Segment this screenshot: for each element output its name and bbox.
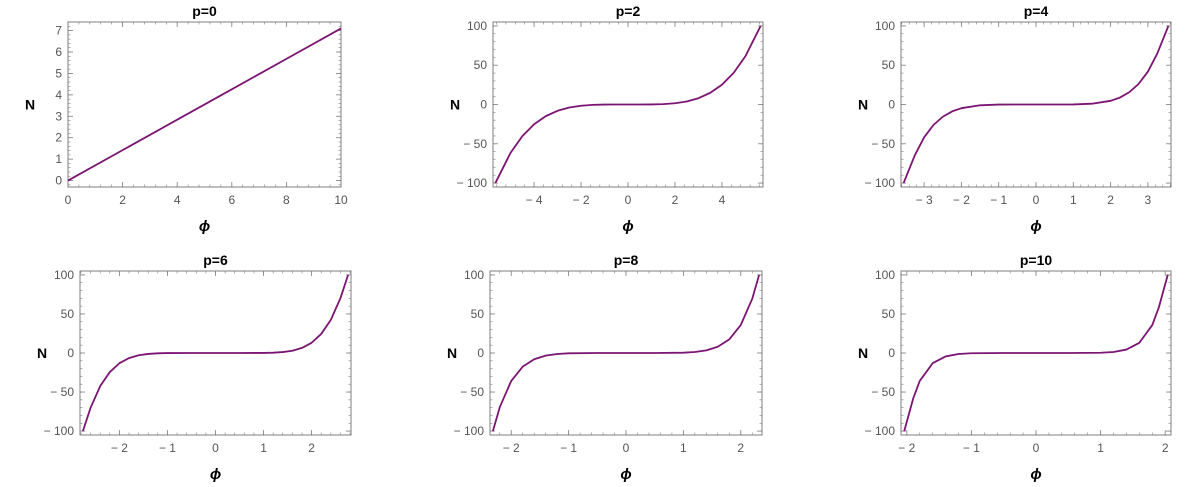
x-tick-label: 2 [1107, 193, 1114, 207]
panel-6: − 2 − 1 0 1 2 − 100 − 50 0 50 100 p=10 Nϕ [858, 252, 1172, 483]
y-tick-label: 100 [54, 268, 74, 282]
x-tick-label: 2 [1162, 441, 1169, 455]
x-axis-label: ϕ [1030, 466, 1041, 483]
y-tick-label: 1 [55, 152, 62, 166]
y-tick-label: − 100 [865, 176, 896, 190]
y-tick-label: 0 [55, 174, 62, 188]
y-tick-label: 100 [875, 19, 895, 33]
y-tick-label: − 50 [50, 385, 74, 399]
x-tick-label: 0 [625, 193, 632, 207]
x-tick-label: 1 [260, 441, 267, 455]
x-tick-label: 0 [1033, 441, 1040, 455]
x-axis-label: ϕ [620, 466, 631, 483]
x-tick-label: 0 [623, 441, 630, 455]
y-tick-label: 50 [61, 307, 75, 321]
x-tick-label: 6 [228, 193, 235, 207]
y-tick-label: 50 [882, 58, 896, 72]
x-tick-label: − 1 [560, 441, 577, 455]
chart-title: p=6 [203, 252, 228, 268]
x-tick-label: 2 [672, 193, 679, 207]
y-tick-label: 6 [55, 45, 62, 59]
y-axis-label: N [25, 97, 35, 113]
panel-2: − 4 − 2 0 2 4 − 100 − 50 0 50 100 p=2 Nϕ [450, 3, 764, 235]
series-line [82, 274, 349, 432]
y-tick-label: − 100 [454, 424, 485, 438]
y-axis-label: N [450, 97, 460, 113]
x-axis-label: ϕ [210, 466, 221, 483]
x-tick-label: − 1 [990, 193, 1007, 207]
y-tick-label: − 100 [457, 176, 488, 190]
y-axis-label: N [37, 345, 47, 361]
y-tick-label: 7 [55, 24, 62, 38]
panel-1: 0 2 4 6 8 10 0 1 2 3 4 5 6 7 p=0 Nϕ [25, 3, 348, 235]
x-tick-label: 0 [1033, 193, 1040, 207]
y-tick-label: 50 [471, 307, 485, 321]
y-tick-label: 100 [875, 268, 895, 282]
x-tick-label: − 2 [573, 193, 590, 207]
x-tick-label: − 2 [503, 441, 520, 455]
series-line [67, 27, 342, 182]
y-axis-label: N [858, 345, 868, 361]
y-tick-label: 100 [467, 19, 487, 33]
x-tick-label: 3 [1145, 193, 1152, 207]
y-tick-label: 0 [67, 346, 74, 360]
y-tick-label: 2 [55, 131, 62, 145]
x-tick-label: 8 [283, 193, 290, 207]
series-line [903, 274, 1169, 432]
x-tick-label: − 4 [526, 193, 543, 207]
x-tick-label: 0 [212, 441, 219, 455]
chart-title: p=10 [1020, 252, 1053, 268]
y-tick-label: − 50 [463, 137, 487, 151]
x-tick-label: − 2 [111, 441, 128, 455]
x-tick-label: − 3 [916, 193, 933, 207]
y-axis-label: N [447, 345, 457, 361]
series-line [902, 25, 1170, 184]
chart-title: p=2 [616, 3, 641, 19]
panel-5: − 2 − 1 0 1 2 − 100 − 50 0 50 100 p=8 Nϕ [447, 252, 763, 483]
y-tick-label: 4 [55, 88, 62, 102]
y-tick-label: 50 [882, 307, 896, 321]
x-tick-label: 10 [334, 193, 348, 207]
x-tick-label: 4 [174, 193, 181, 207]
x-tick-label: 2 [119, 193, 126, 207]
plot-frame [67, 21, 342, 188]
x-tick-label: − 2 [898, 441, 915, 455]
y-tick-label: − 50 [871, 137, 895, 151]
x-axis-label: ϕ [199, 218, 210, 235]
x-tick-label: 1 [1097, 441, 1104, 455]
chart-title: p=0 [192, 3, 217, 19]
y-tick-label: − 50 [460, 385, 484, 399]
x-tick-label: − 1 [963, 441, 980, 455]
y-tick-label: 0 [477, 346, 484, 360]
x-tick-label: − 1 [159, 441, 176, 455]
panel-3: − 3 − 2 − 1 0 1 2 3 − 100 − 50 0 50 100 p=4 Nϕ [858, 3, 1172, 235]
x-tick-label: 1 [680, 441, 687, 455]
y-tick-label: − 100 [865, 424, 896, 438]
y-tick-label: − 100 [44, 424, 75, 438]
x-tick-label: 0 [65, 193, 72, 207]
x-tick-label: 2 [737, 441, 744, 455]
y-axis-label: N [858, 97, 868, 113]
y-tick-label: 100 [464, 268, 484, 282]
y-tick-label: 50 [474, 58, 488, 72]
x-axis-label: ϕ [622, 218, 633, 235]
y-tick-label: 3 [55, 109, 62, 123]
x-tick-label: 1 [1070, 193, 1077, 207]
y-tick-label: 0 [888, 346, 895, 360]
series-line [492, 274, 760, 432]
y-tick-label: − 50 [871, 385, 895, 399]
series-line [494, 25, 762, 184]
x-tick-label: − 2 [953, 193, 970, 207]
chart-title: p=8 [614, 252, 639, 268]
x-tick-label: 4 [719, 193, 726, 207]
chart-title: p=4 [1024, 3, 1049, 19]
y-tick-label: 5 [55, 66, 62, 80]
panel-4: − 2 − 1 0 1 2 − 100 − 50 0 50 100 p=6 Nϕ [37, 252, 352, 483]
y-tick-label: 0 [480, 98, 487, 112]
y-tick-label: 0 [888, 98, 895, 112]
x-axis-label: ϕ [1030, 218, 1041, 235]
x-tick-label: 2 [308, 441, 315, 455]
